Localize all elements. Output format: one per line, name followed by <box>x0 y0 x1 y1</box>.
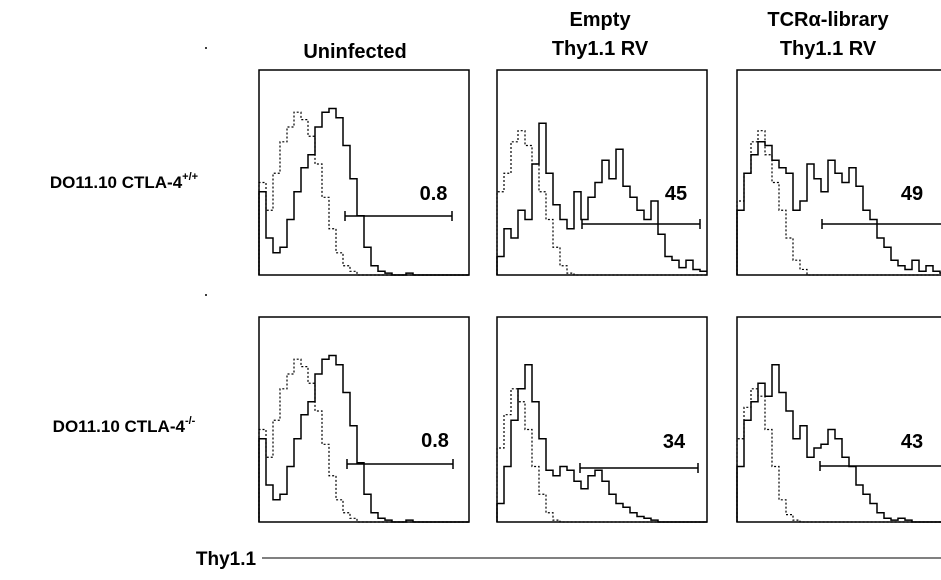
histogram-panel: 43 <box>736 316 941 523</box>
control-histogram-dotted <box>258 111 469 276</box>
panel-frame <box>258 69 470 276</box>
sample-histogram-solid <box>258 354 469 523</box>
gate-percent-label: 0.8 <box>421 430 449 452</box>
histogram-panel: 34 <box>496 316 708 523</box>
gate-percent-label: 43 <box>901 431 923 453</box>
panel-frame <box>496 316 708 523</box>
histogram-panel: 45 <box>496 69 708 276</box>
panel-frame <box>258 316 470 523</box>
histogram-panel: 0.8 <box>258 316 470 523</box>
row-label-ctla4-wt: DO11.10 CTLA-4+/+ <box>50 171 198 192</box>
sample-histogram-solid <box>736 364 941 523</box>
control-histogram-dotted <box>496 388 707 523</box>
histogram-panels: 0.8 45 49 0.8 34 43 <box>258 69 941 523</box>
histogram-panel: 49 <box>736 69 941 276</box>
control-histogram-dotted <box>496 130 707 276</box>
sample-histogram-solid <box>496 364 707 523</box>
sample-histogram-solid <box>736 141 941 275</box>
column-header-empty-line2: Thy1.1 RV <box>552 38 649 60</box>
gate-percent-label: 34 <box>663 431 686 453</box>
column-header-tcr-library-line1: TCRα-library <box>767 9 889 31</box>
panel-frame <box>736 316 941 523</box>
stray-dot <box>205 294 207 296</box>
column-header-uninfected: Uninfected <box>303 41 406 63</box>
gate-percent-label: 49 <box>901 183 923 205</box>
sample-histogram-solid <box>496 122 707 275</box>
gate-percent-label: 45 <box>665 183 687 205</box>
row-label-ctla4-ko: DO11.10 CTLA-4-/- <box>53 415 196 436</box>
histogram-panel: 0.8 <box>258 69 470 276</box>
control-histogram-dotted <box>258 358 469 523</box>
column-header-tcr-library-line2: Thy1.1 RV <box>780 38 877 60</box>
stray-dot <box>205 47 207 49</box>
control-histogram-dotted <box>736 388 941 523</box>
column-header-empty-line1: Empty <box>569 9 631 31</box>
gate-percent-label: 0.8 <box>420 183 448 205</box>
sample-histogram-solid <box>258 107 469 276</box>
x-axis-label: Thy1.1 <box>196 549 257 570</box>
